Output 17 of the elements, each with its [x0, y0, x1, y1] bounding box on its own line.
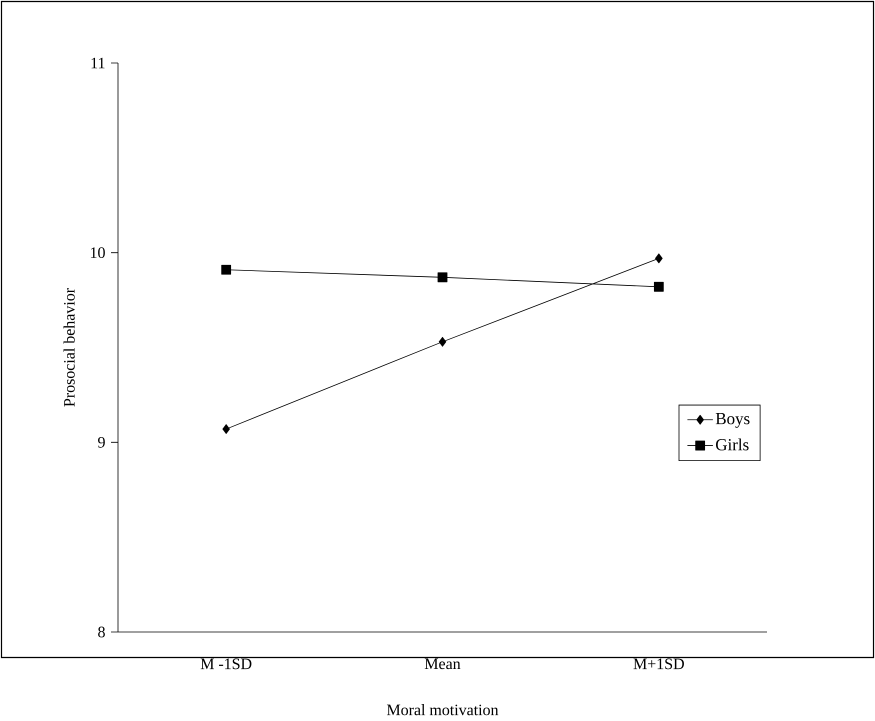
point — [654, 282, 664, 292]
x-tick-label: Mean — [424, 658, 460, 670]
point — [438, 272, 448, 282]
x-tick-label: M -1SD — [200, 658, 252, 670]
point — [221, 265, 232, 275]
x-axis-title: Moral motivation — [386, 704, 498, 716]
x-tick-label: M+1SD — [634, 658, 684, 670]
point — [222, 424, 230, 434]
y-tick-label: 8 — [98, 626, 105, 638]
y-axis-title: Prosocial behavior — [64, 288, 75, 407]
y-tick-label: 10 — [90, 248, 105, 258]
point — [655, 254, 663, 264]
legend-label: Girls — [716, 438, 749, 451]
y-tick-label: 11 — [92, 58, 105, 68]
point — [438, 337, 446, 347]
y-tick-label: 9 — [98, 437, 105, 448]
legend-label: Boys — [716, 413, 750, 428]
